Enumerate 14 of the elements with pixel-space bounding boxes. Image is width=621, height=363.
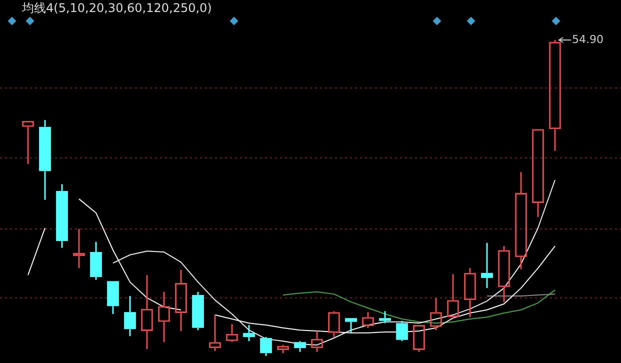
candlestick (243, 324, 255, 342)
candlestick (345, 318, 357, 334)
candlestick (481, 242, 493, 289)
chart-title: 均线4(5,10,20,30,60,120,250,0) (22, 0, 212, 17)
candlestick (39, 119, 51, 201)
candlestick (90, 241, 102, 281)
text: 54.90 (572, 32, 604, 46)
candlestick (294, 340, 306, 353)
candlestick (192, 291, 204, 331)
candlestick (260, 336, 272, 357)
candlestick (124, 295, 136, 337)
candlestick (379, 310, 391, 324)
candlestick (107, 281, 119, 315)
candlestick (56, 183, 68, 249)
